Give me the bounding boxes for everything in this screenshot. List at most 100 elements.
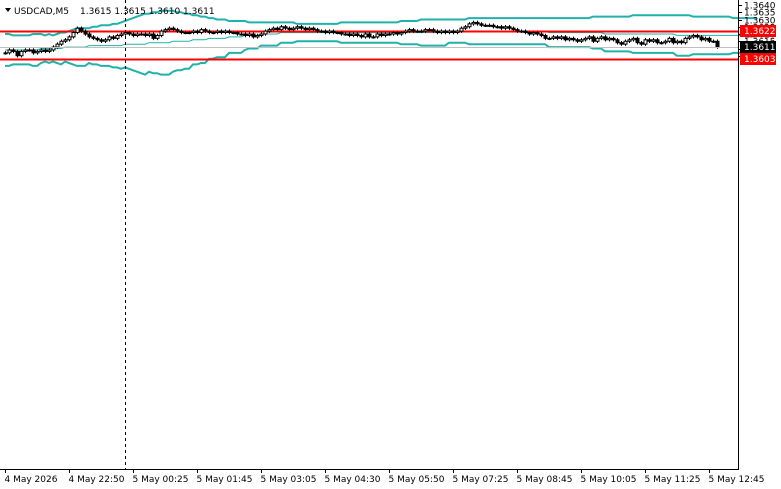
candle-body: [515, 29, 520, 32]
candle-body: [619, 42, 624, 45]
candle-body: [119, 33, 124, 36]
candle-body: [43, 49, 48, 52]
candle-body: [423, 29, 428, 32]
candle-body: [655, 39, 660, 44]
bollinger-upper-line: [5, 9, 757, 37]
time-tick-label: 5 May 05:50: [389, 475, 445, 485]
candle-body: [295, 26, 300, 29]
time-tick-label: 5 May 08:45: [517, 475, 573, 485]
candle-body: [207, 30, 212, 34]
candle-body: [367, 33, 372, 38]
chart-header: USDCAD,M5 1.3615 1.3615 1.3610 1.3611: [5, 7, 215, 17]
candle-body: [591, 36, 596, 42]
level-price-tag-label: 1.3622: [744, 27, 776, 37]
candle-body: [559, 36, 564, 39]
candle-body: [703, 37, 708, 41]
candle-body: [315, 29, 320, 32]
candle-body: [343, 33, 348, 36]
candle-body: [199, 29, 204, 34]
candle-body: [159, 30, 164, 36]
candle-body: [359, 34, 364, 38]
candle-body: [659, 42, 664, 45]
candle-body: [467, 23, 472, 28]
time-tick-label: 4 May 2026: [5, 475, 58, 485]
candle-body: [355, 33, 360, 36]
candle-body: [663, 40, 668, 44]
time-tick-label: 5 May 01:45: [197, 475, 253, 485]
candle-body: [587, 36, 592, 39]
candle-body: [179, 30, 184, 34]
candle-body: [23, 49, 28, 52]
time-tick-label: 5 May 07:25: [453, 475, 509, 485]
candle-body: [539, 33, 544, 36]
candle-body: [647, 39, 652, 42]
candle-body: [523, 30, 528, 34]
candles: [3, 20, 720, 58]
candle-body: [55, 43, 60, 48]
candle-body: [439, 30, 444, 34]
candle-body: [635, 37, 640, 44]
candle-body: [47, 49, 52, 52]
candle-body: [183, 32, 188, 35]
candle-body: [171, 27, 176, 31]
candle-body: [611, 37, 616, 41]
candle-body: [331, 30, 336, 34]
candle-body: [707, 37, 712, 42]
candle-body: [131, 33, 136, 36]
candle-body: [11, 49, 16, 52]
candle-body: [471, 21, 476, 25]
candle-body: [407, 29, 412, 32]
candle-body: [639, 42, 644, 45]
price-tags: 1.3622 1.3603 1.3611: [740, 25, 776, 65]
candle-body: [39, 49, 44, 52]
candle-body: [223, 30, 228, 34]
candle-body: [347, 33, 352, 36]
candle-body: [643, 39, 648, 45]
candle-body: [687, 36, 692, 39]
candle-body: [115, 34, 120, 39]
candle-body: [507, 26, 512, 29]
candle-body: [575, 39, 580, 42]
candle-body: [31, 49, 36, 54]
level-price-tag-label: 1.3603: [744, 55, 776, 65]
triangle-down-icon[interactable]: [5, 8, 11, 12]
candle-body: [291, 27, 296, 31]
candle-body: [379, 33, 384, 36]
candle-body: [3, 52, 8, 55]
candle-body: [91, 36, 96, 39]
candle-body: [399, 32, 404, 35]
candle-body: [583, 37, 588, 41]
candle-body: [311, 27, 316, 31]
candle-body: [215, 30, 220, 34]
candle-body: [691, 34, 696, 38]
candle-body: [211, 32, 216, 35]
horizontal-levels[interactable]: [0, 30, 738, 61]
candle-body: [675, 40, 680, 44]
candle-body: [679, 40, 684, 44]
time-tick-label: 5 May 03:05: [261, 475, 317, 485]
candle-body: [275, 27, 280, 31]
candle-body: [483, 24, 488, 27]
candle-body: [63, 39, 68, 42]
candle-body: [543, 34, 548, 39]
candle-body: [351, 33, 356, 36]
candle-body: [227, 30, 232, 34]
candle-body: [631, 37, 636, 41]
candle-body: [175, 29, 180, 32]
candle-body: [547, 37, 552, 40]
current-price-tag: [740, 41, 776, 53]
candle-body: [519, 30, 524, 33]
time-tick-label: 5 May 12:45: [709, 475, 765, 485]
level-price-tag: [740, 25, 776, 37]
candle-body: [79, 27, 84, 32]
candle-body: [579, 39, 584, 42]
candle-body: [67, 36, 72, 41]
candle-body: [255, 34, 260, 38]
candle-body: [491, 24, 496, 28]
time-axis: 4 May 2026 4 May 22:50 5 May 00:25 5 May 01…: [5, 469, 765, 485]
candle-body: [299, 26, 304, 29]
candle-body: [383, 33, 388, 36]
candle-body: [387, 33, 392, 36]
candle-body: [243, 33, 248, 36]
